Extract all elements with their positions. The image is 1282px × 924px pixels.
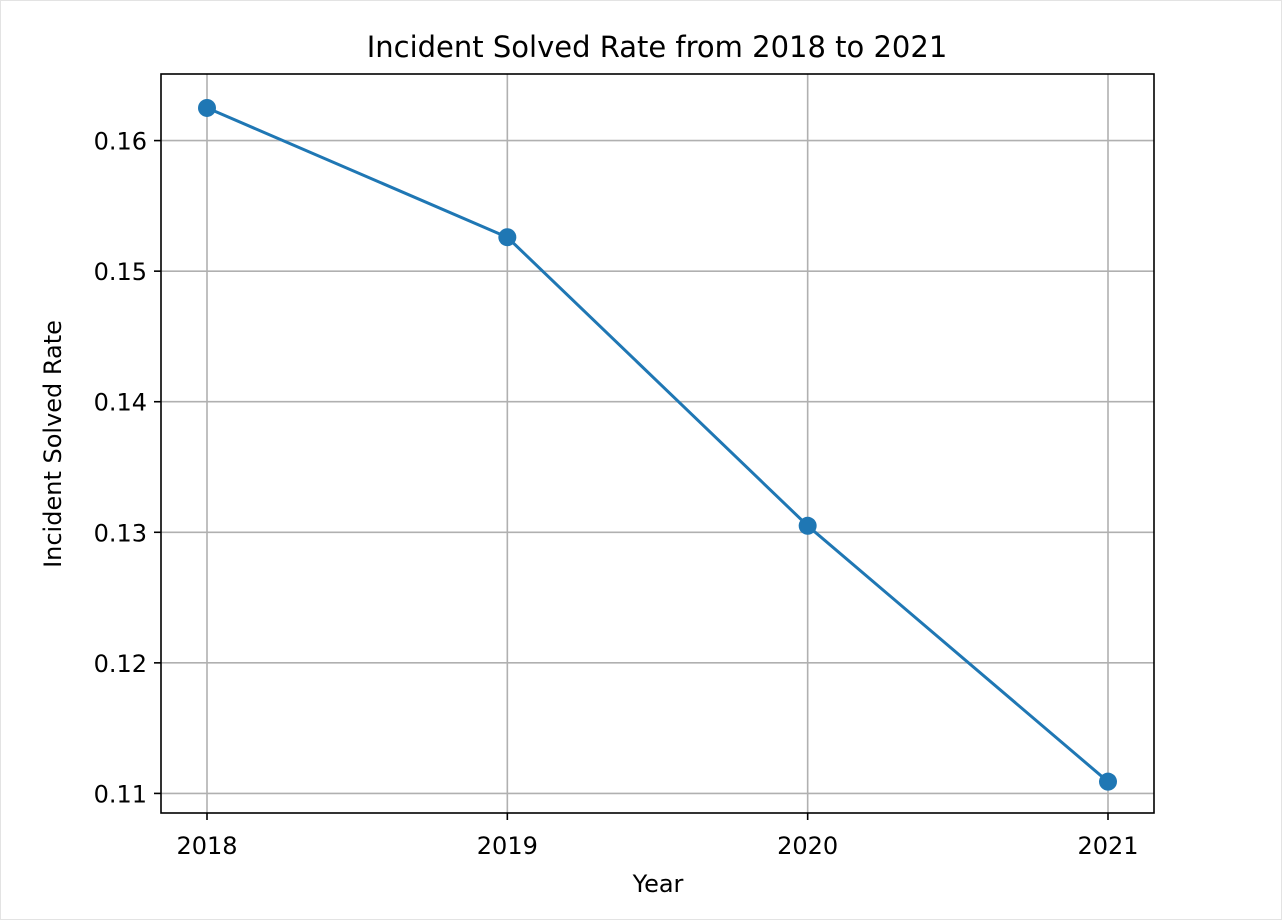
chart-title: Incident Solved Rate from 2018 to 2021 xyxy=(367,30,948,64)
x-axis-ticks: 2018 2019 2020 2021 xyxy=(176,813,1139,860)
series-line xyxy=(205,105,1111,784)
x-tick-label: 2019 xyxy=(477,832,538,860)
grid-lines xyxy=(161,74,1154,813)
plot-area-frame xyxy=(160,73,1155,814)
x-tick-label: 2020 xyxy=(777,832,838,860)
data-point-2019 xyxy=(498,228,517,247)
x-tick-label: 2021 xyxy=(1077,832,1138,860)
x-tick-label: 2018 xyxy=(176,832,237,860)
x-axis-label: Year xyxy=(632,870,684,898)
y-axis-label: Incident Solved Rate xyxy=(39,320,67,568)
y-tick-label: 0.13 xyxy=(94,519,147,547)
y-tick-label: 0.16 xyxy=(94,128,147,156)
y-tick-label: 0.15 xyxy=(94,258,147,286)
y-axis-ticks: 0.11 0.12 0.13 0.14 0.15 0.16 xyxy=(94,128,161,808)
data-point-2020 xyxy=(798,516,817,535)
y-tick-label: 0.14 xyxy=(94,389,147,417)
y-tick-label: 0.12 xyxy=(94,650,147,678)
y-tick-label: 0.11 xyxy=(94,780,147,808)
data-point-2018 xyxy=(198,98,216,117)
series-layer xyxy=(198,98,1117,791)
data-point-2021 xyxy=(1099,772,1117,791)
